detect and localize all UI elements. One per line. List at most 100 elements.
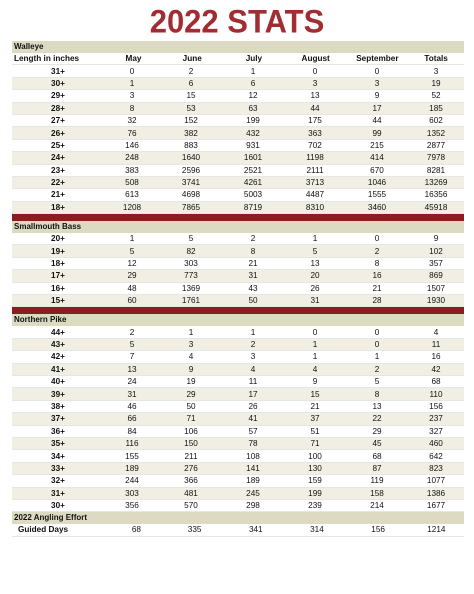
cell: 19 xyxy=(186,377,196,387)
cell: 2111 xyxy=(306,165,324,175)
cell: 1 xyxy=(250,66,256,76)
cell: 3 xyxy=(250,352,256,362)
cell: 8310 xyxy=(305,202,325,212)
cell: 481 xyxy=(184,488,198,498)
cell: 460 xyxy=(429,439,443,449)
cell: 602 xyxy=(429,116,443,126)
cell: 41 xyxy=(248,414,258,424)
cell: 869 xyxy=(429,271,443,281)
row-label: 18+ xyxy=(51,202,65,212)
cell: 0 xyxy=(374,234,380,244)
cell: 16 xyxy=(372,271,382,281)
cell: 1640 xyxy=(181,153,201,163)
row-label: 35+ xyxy=(51,439,65,449)
cell: 883 xyxy=(184,140,198,150)
cell: 8 xyxy=(129,103,135,113)
row-label: 28+ xyxy=(51,103,65,113)
cell: 1077 xyxy=(426,476,446,486)
cell: 2 xyxy=(374,246,380,256)
cell: 15 xyxy=(310,389,320,399)
cell: 155 xyxy=(125,451,139,461)
row-label: 22+ xyxy=(51,178,65,188)
cell: 29 xyxy=(186,389,196,399)
row-label: 31+ xyxy=(51,488,65,498)
row-label: 27+ xyxy=(51,116,65,126)
row-label: 15+ xyxy=(51,296,65,306)
cell: 2877 xyxy=(426,140,446,150)
table-row: 30+ 356 570 298 239 214 1677 xyxy=(12,500,464,513)
row-label: 39+ xyxy=(51,389,65,399)
table-row: 38+ 46 50 26 21 13 156 xyxy=(12,401,464,414)
cell: 3741 xyxy=(181,178,201,188)
row-label: 38+ xyxy=(51,401,65,411)
cell: 13 xyxy=(127,364,137,374)
cell: 357 xyxy=(429,259,443,269)
cell: 303 xyxy=(125,488,139,498)
month-header: June xyxy=(182,54,202,64)
cell: 7978 xyxy=(426,153,446,163)
table-row: 41+ 13 9 4 4 2 42 xyxy=(12,363,464,376)
table-row: 35+ 116 150 78 71 45 460 xyxy=(12,437,464,451)
cell: 0 xyxy=(312,66,318,76)
cell: 341 xyxy=(248,525,263,535)
cell: 2596 xyxy=(181,165,201,175)
table-row: 17+ 29 773 31 20 16 869 xyxy=(12,270,464,283)
cell: 16 xyxy=(431,352,441,362)
cell: 1369 xyxy=(181,283,201,293)
row-label: 37+ xyxy=(51,414,65,424)
cell: 22 xyxy=(372,414,382,424)
cell: 29 xyxy=(372,426,382,436)
row-label: 16+ xyxy=(51,283,65,293)
cell: 3 xyxy=(188,340,194,349)
cell: 31 xyxy=(310,296,320,306)
cell: 45918 xyxy=(424,202,448,212)
cell: 199 xyxy=(246,116,260,126)
section-divider xyxy=(12,214,464,222)
cell: 52 xyxy=(431,91,441,101)
cell: 1198 xyxy=(306,153,324,163)
cell: 16356 xyxy=(424,190,448,200)
cell: 1 xyxy=(188,327,194,337)
table-row: 29+ 3 15 12 13 9 52 xyxy=(12,90,464,103)
cell: 1 xyxy=(129,78,135,88)
cell: 21 xyxy=(310,401,320,411)
cell: 9 xyxy=(433,234,439,244)
table-row: 34+ 155 211 108 100 68 642 xyxy=(12,450,464,463)
cell: 17 xyxy=(248,389,258,399)
cell: 2 xyxy=(250,340,256,349)
cell: 8 xyxy=(374,259,380,269)
walleye-section-heading: Walleye xyxy=(12,41,464,53)
cell: 146 xyxy=(125,140,139,150)
cell: 3 xyxy=(433,66,439,76)
row-label: Guided Days xyxy=(18,525,69,535)
cell: 13 xyxy=(372,401,382,411)
table-row: 16+ 48 1369 43 26 21 1507 xyxy=(12,283,464,296)
cell: 327 xyxy=(429,426,443,436)
cell: 3713 xyxy=(305,178,325,188)
cell: 99 xyxy=(372,128,382,138)
cell: 130 xyxy=(308,463,322,473)
cell: 68 xyxy=(372,451,382,461)
cell: 45 xyxy=(372,439,382,449)
cell: 106 xyxy=(184,426,198,436)
table-row: 42+ 7 4 3 1 1 16 xyxy=(12,351,464,364)
cell: 1386 xyxy=(426,488,446,498)
cell: 12 xyxy=(248,91,258,101)
cell: 248 xyxy=(125,153,139,163)
cell: 6 xyxy=(250,78,256,88)
cell: 116 xyxy=(125,439,139,449)
cell: 17 xyxy=(372,103,382,113)
cell: 110 xyxy=(429,389,443,399)
cell: 702 xyxy=(308,140,322,150)
cell: 314 xyxy=(310,525,324,535)
cell: 9 xyxy=(374,91,380,101)
cell: 12 xyxy=(127,259,137,269)
cell: 175 xyxy=(308,116,322,126)
cell: 1 xyxy=(312,352,318,362)
cell: 50 xyxy=(248,296,258,306)
cell: 150 xyxy=(184,439,198,449)
table-row: 23+ 383 2596 2521 2111 670 8281 xyxy=(12,165,464,177)
cell: 19 xyxy=(431,78,441,88)
table-row: 32+ 244 366 189 159 119 1077 xyxy=(12,475,464,488)
cell: 8719 xyxy=(243,202,263,212)
